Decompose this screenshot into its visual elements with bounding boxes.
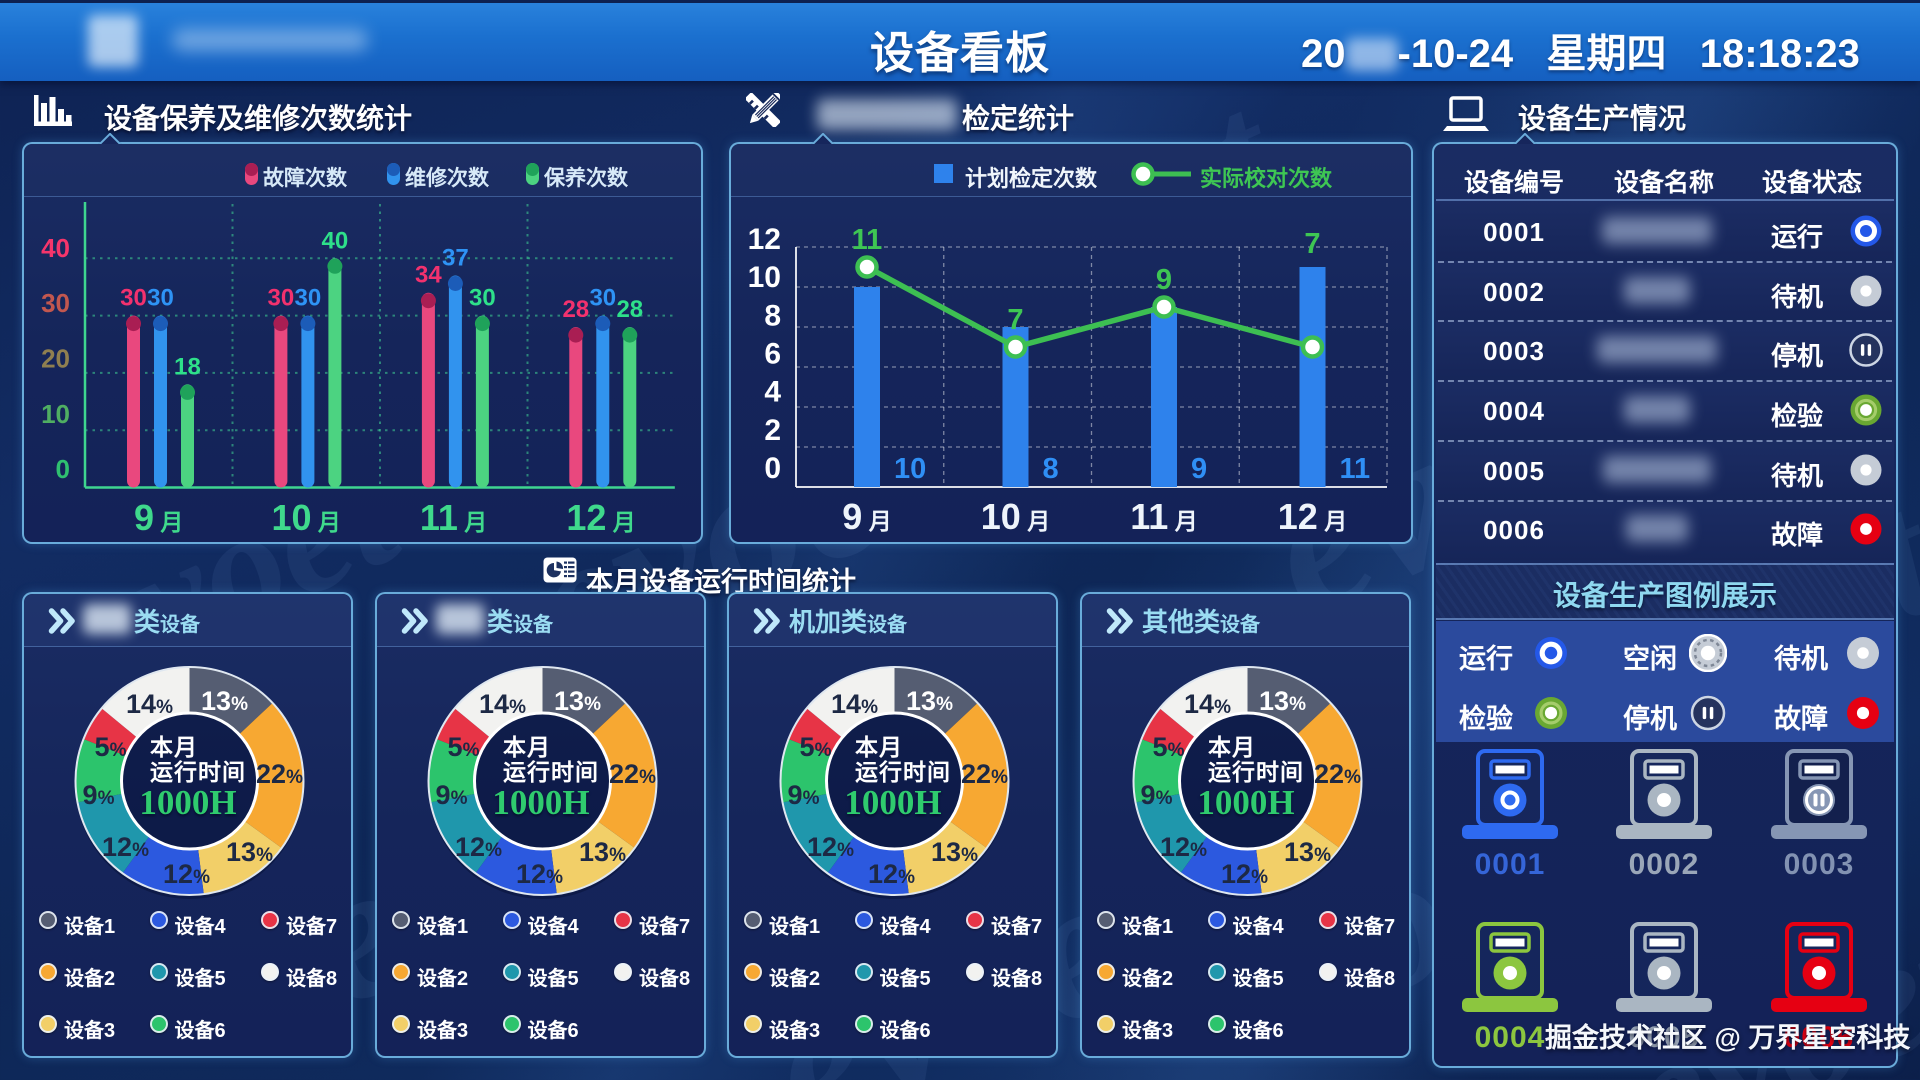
svg-text:22%: 22% <box>1314 759 1361 789</box>
svg-text:40: 40 <box>41 233 70 263</box>
svg-text:20: 20 <box>41 344 70 374</box>
svg-text:9%: 9% <box>436 780 468 810</box>
svg-text:12 月: 12 月 <box>1278 496 1347 537</box>
svg-text:37: 37 <box>442 245 469 272</box>
svg-text:9: 9 <box>1156 264 1172 296</box>
svg-text:13%: 13% <box>554 686 601 716</box>
svg-text:40: 40 <box>322 227 349 254</box>
svg-text:10: 10 <box>748 261 781 294</box>
svg-text:8: 8 <box>1043 453 1059 485</box>
svg-text:28: 28 <box>616 296 643 323</box>
svg-text:5%: 5% <box>800 732 832 762</box>
svg-text:9: 9 <box>1191 453 1207 485</box>
svg-text:7: 7 <box>1007 304 1023 336</box>
svg-text:30: 30 <box>268 285 295 312</box>
svg-text:11: 11 <box>1340 453 1371 485</box>
svg-text:30: 30 <box>147 285 174 312</box>
svg-text:0: 0 <box>56 454 70 484</box>
svg-text:10: 10 <box>41 399 70 429</box>
svg-text:7: 7 <box>1304 228 1320 260</box>
svg-text:30: 30 <box>41 288 70 318</box>
svg-text:11 月: 11 月 <box>1130 496 1197 537</box>
svg-text:30: 30 <box>120 285 147 312</box>
svg-text:9 月: 9 月 <box>134 497 183 538</box>
svg-text:6: 6 <box>764 338 781 371</box>
svg-text:8: 8 <box>764 299 781 332</box>
svg-text:12%: 12% <box>455 832 502 862</box>
svg-text:11: 11 <box>852 224 883 256</box>
svg-text:11 月: 11 月 <box>420 497 487 538</box>
svg-text:10 月: 10 月 <box>271 497 340 538</box>
svg-text:0: 0 <box>764 452 781 485</box>
svg-text:2: 2 <box>764 414 781 447</box>
svg-text:14%: 14% <box>126 689 173 719</box>
svg-text:30: 30 <box>469 285 496 312</box>
svg-text:28: 28 <box>562 296 589 323</box>
svg-text:12 月: 12 月 <box>566 497 635 538</box>
svg-text:30: 30 <box>295 285 322 312</box>
svg-text:12: 12 <box>748 223 781 256</box>
svg-text:34: 34 <box>415 262 442 289</box>
svg-text:12%: 12% <box>163 859 210 889</box>
svg-text:14%: 14% <box>479 689 526 719</box>
svg-text:13%: 13% <box>201 686 248 716</box>
svg-text:9 月: 9 月 <box>842 496 891 537</box>
svg-text:4: 4 <box>764 376 781 409</box>
svg-text:10: 10 <box>894 453 926 485</box>
svg-text:18: 18 <box>174 353 201 380</box>
svg-text:10 月: 10 月 <box>981 496 1050 537</box>
svg-text:30: 30 <box>589 285 616 312</box>
